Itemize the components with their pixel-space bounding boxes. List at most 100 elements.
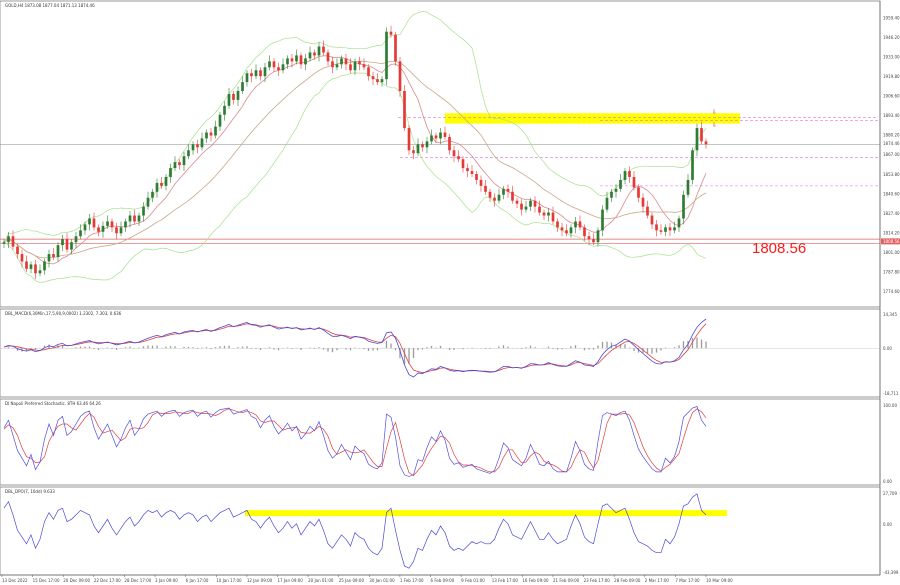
candle-body [214, 126, 217, 136]
candle-body [241, 82, 244, 92]
candle-body [119, 227, 123, 234]
candle-body [187, 150, 190, 157]
candle-body [65, 239, 69, 250]
candle-body [448, 136, 451, 151]
candle-body [232, 93, 235, 100]
stochastic-pane[interactable]: DI Napoli Preferred Stochastic. 8TH 63.4… [0, 398, 881, 486]
time-label: 7 Mar 17:00 [675, 578, 700, 583]
candle-body [124, 221, 127, 228]
candle-body [227, 93, 231, 106]
time-label: 12 Jan 09:00 [247, 578, 273, 583]
price-label: 1933.00 [883, 54, 900, 59]
candle-body [205, 132, 208, 139]
candle-body [151, 191, 154, 198]
candle-body [133, 215, 136, 222]
time-label: 6 Jan 17:00 [186, 578, 209, 583]
candle-body [340, 58, 343, 65]
dpo-pane[interactable]: DBL_DPO(7, 10dd) 9.633 [0, 486, 881, 576]
candle-body [493, 197, 496, 201]
time-label: 10 Jan 17:00 [216, 578, 242, 583]
candle-body [673, 227, 676, 231]
candle-body [308, 52, 312, 59]
candle-body [560, 227, 564, 231]
candle-body [376, 79, 379, 83]
candle-body [92, 218, 96, 228]
price-pane[interactable]: GOLD,H4 1873.08 1877.04 1871.13 1874.46 … [0, 0, 881, 308]
candle-body [353, 61, 357, 71]
candle-body [623, 171, 627, 180]
candle-body [38, 270, 42, 274]
candle-body [529, 200, 532, 207]
macd-axis-label: 0.00 [883, 346, 892, 351]
candle-body [632, 176, 636, 188]
candle-body [700, 128, 703, 142]
time-label: 21 Feb 09:00 [553, 578, 580, 583]
candle-body [646, 206, 649, 216]
candle-body [596, 230, 600, 243]
stochastic-d-line [3, 408, 707, 477]
candle-body [583, 227, 586, 237]
time-label: 30 Jan 01:00 [369, 578, 395, 583]
candle-body [664, 227, 667, 232]
candle-body [200, 138, 204, 148]
candle-body [101, 225, 105, 232]
candle-body [461, 159, 465, 169]
candle-body [502, 188, 505, 195]
candle-body [592, 239, 595, 243]
stochastic-k-line [3, 406, 707, 477]
candle-body [128, 215, 132, 222]
time-label: 17 Jan 09:00 [277, 578, 303, 583]
candle-body [178, 162, 181, 166]
down-arrow-icon: ⇩ [712, 109, 717, 116]
price-label: 1906.60 [883, 94, 900, 99]
candle-body [650, 215, 654, 225]
dpo-header: DBL_DPO(7, 10dd) 9.633 [5, 489, 55, 494]
candle-body [434, 135, 438, 139]
dpo-highlight-band [245, 510, 727, 517]
macd-pane-frame [0, 308, 881, 398]
candle-body [394, 34, 397, 62]
candle-body [304, 58, 307, 65]
candle-body [317, 46, 321, 56]
candle-body [362, 64, 366, 68]
price-label: 1853.80 [883, 172, 900, 177]
candle-body [11, 236, 15, 247]
candle-body [619, 179, 622, 189]
candle-body [326, 52, 330, 62]
candle-body [385, 31, 388, 80]
candle-body [403, 91, 406, 129]
time-label: 20 Jan 01:00 [308, 578, 334, 583]
candle-body [628, 171, 631, 177]
candle-body [70, 242, 73, 250]
candle-body [191, 144, 195, 151]
candle-body [196, 144, 199, 148]
candle-body [223, 105, 226, 115]
candle-body [421, 144, 424, 148]
price-label: 1787.80 [883, 270, 900, 275]
candle-body [380, 79, 384, 83]
candle-body [439, 132, 442, 139]
price-label: 1946.20 [883, 35, 900, 40]
candle-body [542, 212, 546, 216]
candle-body [551, 212, 555, 222]
macd-axis-label: 14,345 [883, 312, 897, 317]
down-arrow-icon: ⇩ [712, 122, 717, 129]
candle-body [443, 132, 447, 137]
candle-body [173, 162, 177, 169]
time-label: 9 Feb 01:00 [461, 578, 485, 583]
candle-body [547, 212, 550, 216]
candle-body [677, 218, 681, 228]
price-label: 1874.46 [883, 141, 900, 146]
candle-body [704, 141, 708, 145]
macd-pane[interactable]: DBL_MACD(6,30Min,17,5,90,9,0002) 1.2302,… [0, 308, 881, 398]
price-label: 1774.60 [883, 289, 900, 294]
candle-body [245, 73, 249, 83]
candle-body [371, 76, 375, 80]
time-label: 10 Mar 09:00 [706, 578, 733, 583]
candle-body [142, 206, 145, 216]
stochastic-axis-label: 100.00 [883, 403, 897, 408]
candle-body [691, 150, 694, 180]
time-label: 13 Dec 2022 [2, 578, 28, 583]
candle-body [106, 221, 109, 226]
candle-body [515, 200, 519, 204]
